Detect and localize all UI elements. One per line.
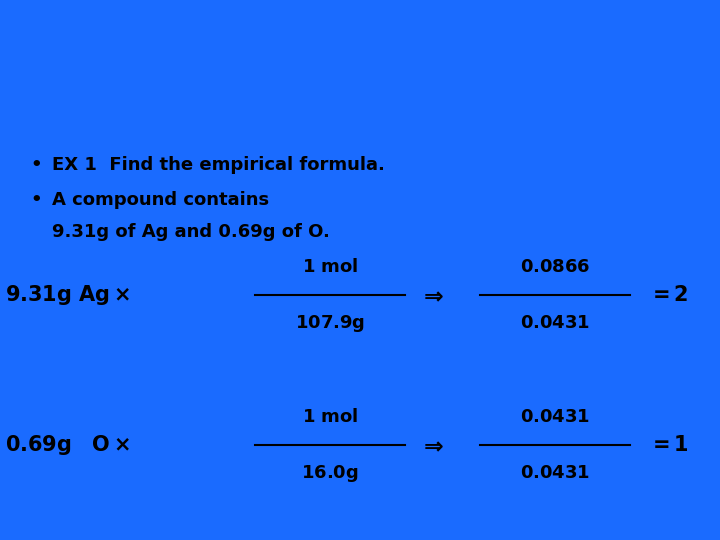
Text: $\mathbf{1\ mol}$: $\mathbf{1\ mol}$ [302,408,358,426]
Text: EX 1  Find the empirical formula.: EX 1 Find the empirical formula. [52,156,385,174]
Text: $\mathbf{0.0431}$: $\mathbf{0.0431}$ [520,408,590,426]
Text: $\mathbf{0.0431}$: $\mathbf{0.0431}$ [520,464,590,482]
Text: $\mathbf{0.0431}$: $\mathbf{0.0431}$ [520,314,590,332]
Text: $\mathbf{\Rightarrow}$: $\mathbf{\Rightarrow}$ [419,433,445,457]
Text: •: • [30,156,42,174]
Text: $\mathbf{16.0g}$: $\mathbf{16.0g}$ [301,462,359,483]
Text: $\mathbf{=2}$: $\mathbf{=2}$ [648,285,688,305]
Text: A compound contains: A compound contains [52,191,269,209]
Text: $\mathbf{107.9g}$: $\mathbf{107.9g}$ [295,313,365,334]
Text: $\mathbf{0.0866}$: $\mathbf{0.0866}$ [520,258,590,276]
Text: $\mathbf{1\ mol}$: $\mathbf{1\ mol}$ [302,258,358,276]
Text: $\mathbf{=1}$: $\mathbf{=1}$ [648,435,688,455]
Text: $\mathbf{9.31g\ Ag \times}$: $\mathbf{9.31g\ Ag \times}$ [5,283,130,307]
Text: $\mathbf{\Rightarrow}$: $\mathbf{\Rightarrow}$ [419,283,445,307]
Text: $\mathbf{0.69g\ \ \ O \times}$: $\mathbf{0.69g\ \ \ O \times}$ [5,433,130,457]
Text: 9.31g of Ag and 0.69g of O.: 9.31g of Ag and 0.69g of O. [52,223,330,241]
Text: •: • [30,191,42,209]
